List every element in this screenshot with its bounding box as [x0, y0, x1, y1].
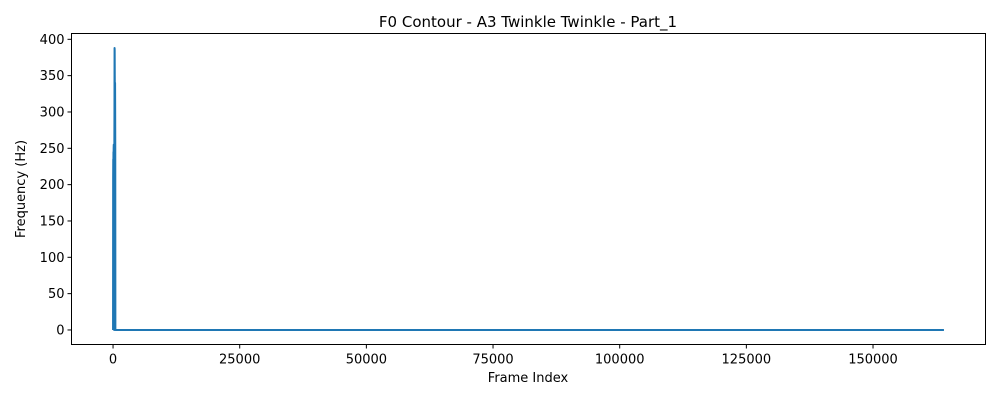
y-tick-label: 50: [48, 287, 65, 302]
y-axis-label: Frequency (Hz): [14, 140, 29, 238]
y-axis: 0 50 100 150 200 250 300 350 400: [40, 33, 72, 338]
x-tick-label: 50000: [346, 353, 387, 368]
x-axis-label: Frame Index: [488, 371, 569, 386]
y-tick-label: 400: [40, 33, 65, 48]
x-axis: 0 25000 50000 75000 100000 125000 150000: [109, 344, 898, 368]
plot-area: [112, 47, 944, 331]
x-tick-label: 125000: [722, 353, 772, 368]
f0-series-line: [112, 47, 944, 331]
x-tick-label: 0: [109, 353, 117, 368]
y-tick-label: 300: [40, 105, 65, 120]
y-tick-label: 200: [40, 178, 65, 193]
y-tick-label: 100: [40, 251, 65, 266]
y-tick-label: 150: [40, 214, 65, 229]
y-tick-label: 250: [40, 142, 65, 157]
x-tick-label: 25000: [219, 353, 260, 368]
x-tick-label: 75000: [472, 353, 513, 368]
chart-title: F0 Contour - A3 Twinkle Twinkle - Part_1: [379, 13, 677, 32]
plot-frame: [71, 33, 986, 345]
x-tick-label: 150000: [848, 353, 898, 368]
y-tick-label: 0: [56, 323, 64, 338]
x-tick-label: 100000: [595, 353, 645, 368]
y-tick-label: 350: [40, 69, 65, 84]
